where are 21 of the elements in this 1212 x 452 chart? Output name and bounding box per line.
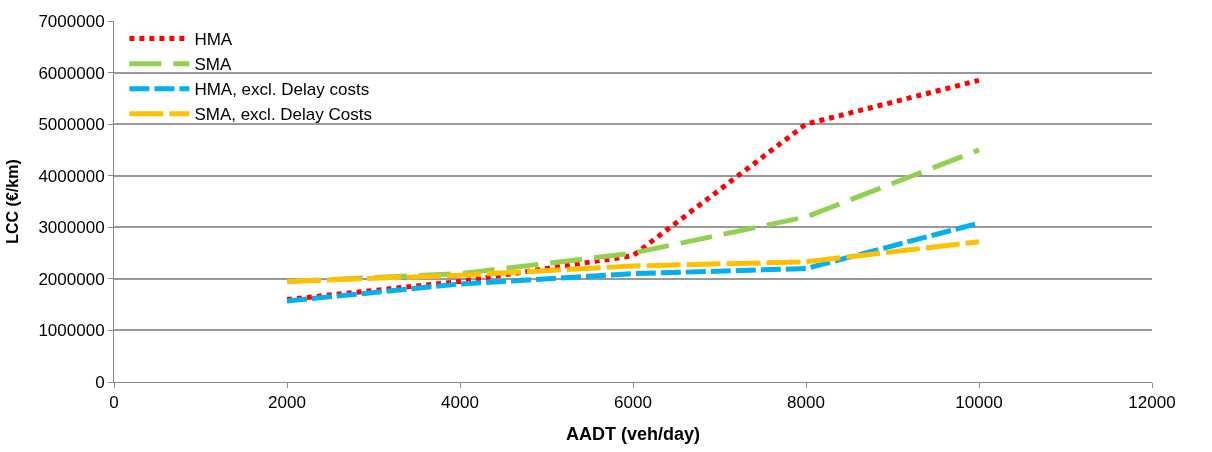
y-axis-title: LCC (€/km) — [4, 159, 22, 244]
y-tick-label: 4000000 — [38, 166, 105, 186]
y-tick-label: 0 — [95, 372, 105, 392]
x-tick-label: 10000 — [955, 393, 1003, 413]
y-tick-label: 3000000 — [38, 218, 105, 238]
y-tick-label: 6000000 — [38, 63, 105, 83]
x-tick-label: 6000 — [614, 393, 652, 413]
y-tick-label: 5000000 — [38, 115, 105, 135]
x-tick-label: 8000 — [787, 393, 825, 413]
legend-label: HMA — [194, 30, 233, 50]
y-tick-label: 7000000 — [38, 11, 105, 31]
legend-label: SMA — [194, 55, 232, 75]
legend-label: HMA, excl. Delay costs — [194, 80, 370, 100]
x-tick-label: 2000 — [268, 393, 306, 413]
x-tick-label: 12000 — [1128, 393, 1176, 413]
x-tick-label: 0 — [109, 393, 119, 413]
x-tick-label: 4000 — [441, 393, 479, 413]
legend-label: SMA, excl. Delay Costs — [194, 105, 372, 125]
y-tick-label: 1000000 — [38, 321, 105, 341]
x-axis-title: AADT (veh/day) — [565, 423, 701, 444]
y-tick-label: 2000000 — [38, 269, 105, 289]
